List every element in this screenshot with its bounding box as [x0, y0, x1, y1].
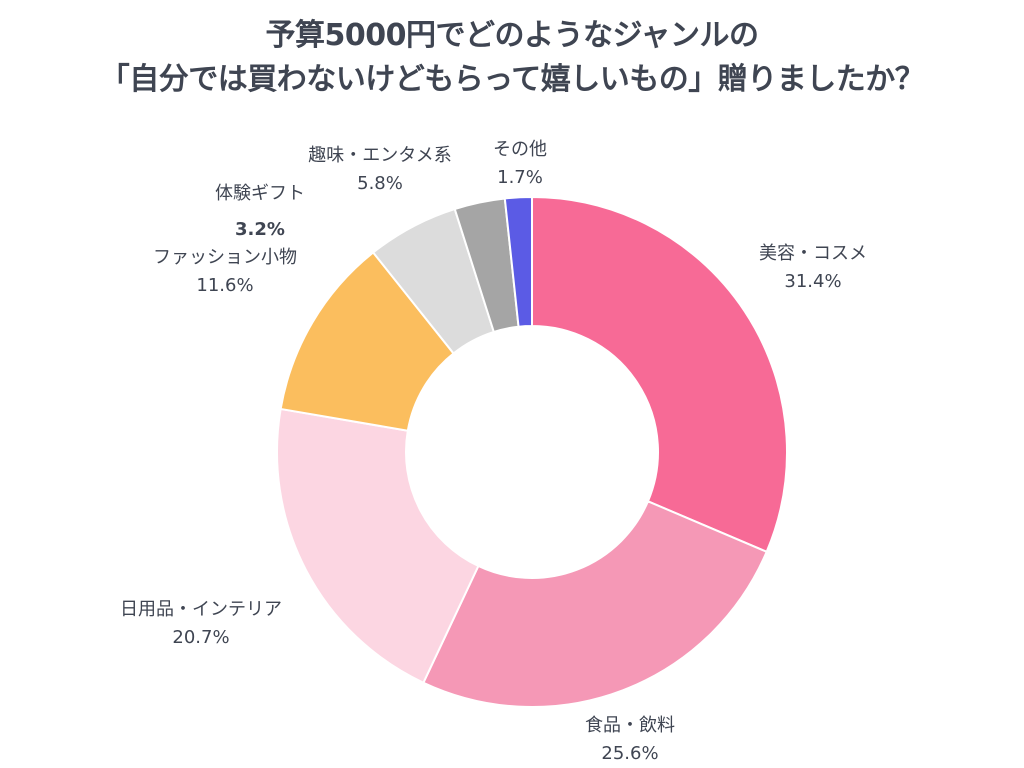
- category-label: その他: [493, 139, 547, 160]
- donut-slice-daily-goods-interior: [276, 407, 480, 685]
- category-label: 美容・コスメ: [759, 243, 867, 264]
- value-label: 11.6%: [196, 275, 254, 296]
- category-label: 日用品・インテリア: [120, 599, 282, 620]
- donut-slice-other: [503, 195, 533, 328]
- category-label: 体験ギフト: [215, 183, 305, 204]
- label-hobby-entertainment: 趣味・エンタメ系 5.8%: [280, 142, 480, 198]
- label-fashion-accessories: ファッション小物 11.6%: [120, 244, 330, 300]
- label-beauty-cosmetics: 美容・コスメ 31.4%: [738, 240, 888, 296]
- value-label: 20.7%: [172, 627, 230, 648]
- value-label: 31.4%: [784, 271, 842, 292]
- title-line-2: 「自分では買わないけどもらって嬉しいもの」贈りましたか？: [99, 62, 925, 97]
- donut-slice-beauty-cosmetics: [531, 195, 788, 554]
- value-label: 3.2%: [235, 219, 285, 240]
- label-daily-goods-interior: 日用品・インテリア 20.7%: [96, 596, 306, 652]
- label-food-drink: 食品・飲料 25.6%: [560, 712, 700, 768]
- category-label: 食品・飲料: [585, 715, 675, 736]
- chart-title: 予算5000円でどのようなジャンルの 「自分では買わないけどもらって嬉しいもの」…: [0, 14, 1024, 102]
- donut-slice-food-drink: [422, 500, 768, 708]
- category-label: ファッション小物: [153, 247, 297, 268]
- category-label: 趣味・エンタメ系: [308, 145, 452, 166]
- value-label: 25.6%: [601, 743, 659, 764]
- value-label: 1.7%: [497, 167, 543, 188]
- value-label: 5.8%: [357, 173, 403, 194]
- label-other: その他 1.7%: [470, 136, 570, 192]
- label-experience-gift: 体験ギフト 3.2%: [200, 176, 320, 248]
- title-line-1: 予算5000円でどのようなジャンルの: [265, 18, 760, 53]
